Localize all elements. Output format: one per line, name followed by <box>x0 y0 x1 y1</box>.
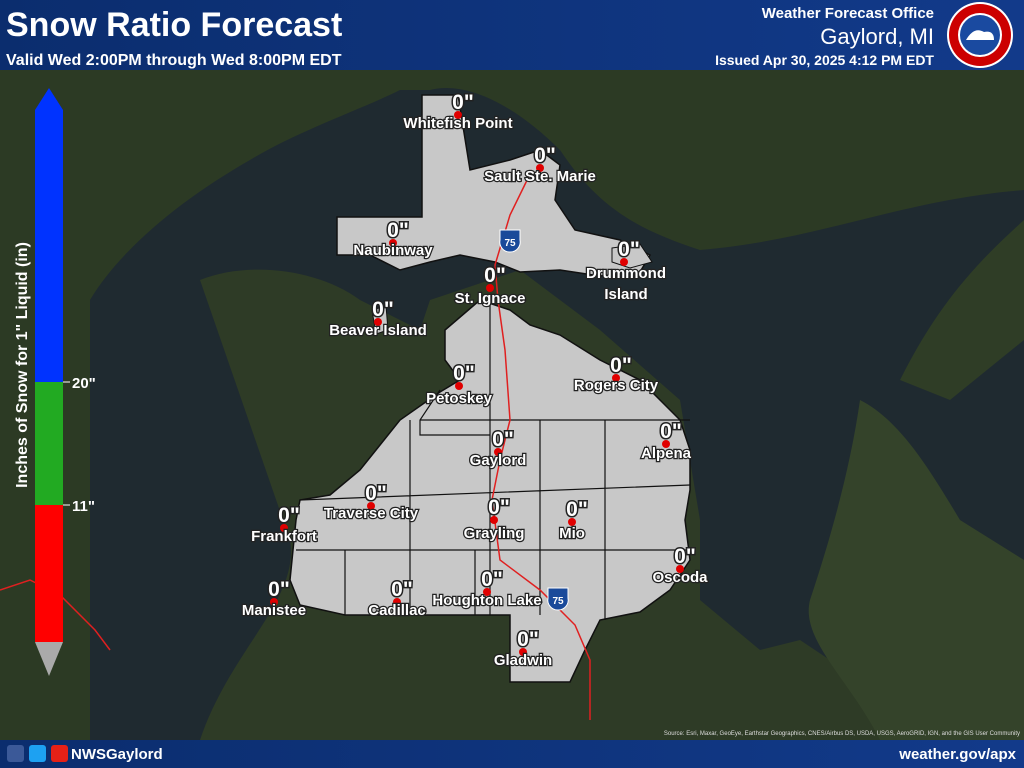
city-value: 0" <box>278 504 300 527</box>
city-dot <box>389 239 397 247</box>
city-value: 0" <box>517 628 539 651</box>
city-dot <box>662 440 670 448</box>
city-dot <box>519 648 527 656</box>
city-value: 0" <box>372 298 394 321</box>
interstate-route <box>491 169 591 720</box>
office: Weather Forecast Office <box>762 5 934 22</box>
city-dot <box>612 374 620 382</box>
i75-shield <box>499 229 569 611</box>
header-bar <box>0 0 1024 70</box>
city-dot <box>620 258 628 266</box>
city-value: 0" <box>674 545 696 568</box>
city-dot <box>676 565 684 573</box>
city-name: Houghton Lake <box>432 592 541 609</box>
city-value: 0" <box>618 238 640 261</box>
youtube-icon[interactable] <box>51 745 68 762</box>
city-dot <box>280 524 288 532</box>
city-name: Drummond Island <box>586 265 666 303</box>
city-name: Sault Ste. Marie <box>484 168 596 185</box>
city-value: 0" <box>488 496 510 519</box>
city-name: Rogers City <box>574 377 659 394</box>
issued: Issued Apr 30, 2025 4:12 PM EDT <box>715 52 934 68</box>
city-value: 0" <box>391 578 413 601</box>
city-name: Cadillac <box>368 602 426 619</box>
city-name: Frankfort <box>251 528 317 545</box>
city-value: 0" <box>534 144 556 167</box>
title: Snow Ratio Forecast <box>6 6 342 44</box>
city-name: Traverse City <box>324 505 419 522</box>
city-dot <box>367 502 375 510</box>
city-value: 0" <box>484 264 506 287</box>
city-value: 0" <box>481 568 503 591</box>
city-name: Gaylord <box>470 452 527 469</box>
land <box>0 70 1024 740</box>
land <box>900 220 1024 400</box>
source: Source: Esri, Maxar, GeoEye, Earthstar G… <box>664 731 1020 737</box>
city-value: 0" <box>387 219 409 242</box>
city-name: Grayling <box>464 525 525 542</box>
city-value: 0" <box>610 354 632 377</box>
city-value: 0" <box>492 428 514 451</box>
legend-tick-label: 11" <box>72 498 95 515</box>
twitter-icon[interactable] <box>29 745 46 762</box>
footer-bar <box>0 740 1024 768</box>
city-value: 0" <box>453 362 475 385</box>
city-dot <box>536 164 544 172</box>
city-value: 0" <box>365 482 387 505</box>
city-name: Manistee <box>242 602 306 619</box>
subtitle: Valid Wed 2:00PM through Wed 8:00PM EDT <box>6 52 342 69</box>
shield-label: 75 <box>504 238 516 249</box>
shield-label: 75 <box>552 596 564 607</box>
land <box>808 400 1024 740</box>
city-name: Oscoda <box>652 569 708 586</box>
city-value: 0" <box>452 91 474 114</box>
city-name: St. Ignace <box>455 290 526 307</box>
city-dot <box>486 284 494 292</box>
city-name: Whitefish Point <box>403 115 512 132</box>
city-dot <box>455 382 463 390</box>
legend <box>35 88 70 676</box>
city-dot <box>568 518 576 526</box>
city-dot <box>490 516 498 524</box>
city-name: Naubinway <box>353 242 433 259</box>
office-location: Gaylord, MI <box>820 24 934 49</box>
city-name: Gladwin <box>494 652 552 669</box>
nws-logo <box>947 2 1013 68</box>
city-dot <box>454 111 462 119</box>
city-name: Petoskey <box>426 390 493 407</box>
legend-tick-label: 20" <box>72 375 96 392</box>
city-name: Beaver Island <box>329 322 427 339</box>
city-dot <box>483 588 491 596</box>
legend-title: Inches of Snow for 1" Liquid (in) <box>14 242 31 488</box>
forecast-area <box>336 94 652 277</box>
city-dot <box>393 598 401 606</box>
city-dot <box>374 318 382 326</box>
website[interactable]: weather.gov/apx <box>898 746 1016 763</box>
social-handle[interactable]: NWSGaylord <box>71 746 163 763</box>
city-value: 0" <box>566 498 588 521</box>
city-dot <box>494 448 502 456</box>
city-dot <box>270 598 278 606</box>
city-name: Alpena <box>641 445 692 462</box>
facebook-icon[interactable] <box>7 745 24 762</box>
city-value: 0" <box>660 420 682 443</box>
city-name: Mio <box>559 525 585 542</box>
city-value: 0" <box>268 578 290 601</box>
county-lines <box>296 300 691 620</box>
